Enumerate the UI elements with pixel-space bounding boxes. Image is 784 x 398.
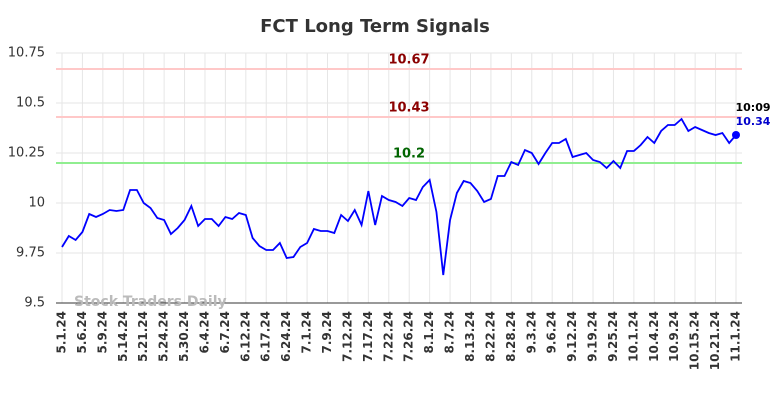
x-tick-label: 5.14.24: [116, 311, 130, 362]
x-tick-label: 6.24.24: [279, 311, 293, 362]
x-tick-label: 7.26.24: [402, 311, 416, 362]
x-tick-label: 6.12.24: [238, 311, 252, 362]
y-tick-label: 9.75: [16, 246, 45, 261]
x-tick-label: 7.9.24: [320, 311, 334, 354]
x-tick-label: 8.1.24: [422, 311, 436, 354]
x-tick-label: 5.21.24: [136, 311, 150, 362]
y-tick-label: 10.75: [8, 46, 45, 61]
reference-label: 10.67: [388, 53, 429, 68]
x-tick-label: 7.17.24: [361, 311, 375, 362]
y-tick-label: 9.5: [24, 296, 45, 311]
last-time: 10:09: [735, 101, 770, 114]
x-tick-label: 8.7.24: [443, 311, 457, 354]
last-value: 10.34: [736, 115, 771, 128]
x-tick-label: 5.1.24: [55, 311, 69, 354]
x-tick-label: 5.9.24: [95, 311, 109, 354]
watermark: Stock Traders Daily: [74, 294, 227, 310]
y-tick-label: 10.25: [8, 146, 45, 161]
x-tick-label: 9.19.24: [586, 311, 600, 362]
x-tick-label: 7.12.24: [340, 311, 354, 362]
x-tick-label: 5.30.24: [177, 311, 191, 362]
x-tick-label: 7.22.24: [381, 311, 395, 362]
chart-title: FCT Long Term Signals: [260, 16, 490, 37]
reference-label: 10.43: [388, 101, 429, 116]
x-tick-label: 6.4.24: [197, 311, 211, 354]
x-tick-label: 11.1.24: [729, 311, 743, 362]
x-tick-label: 8.13.24: [463, 311, 477, 362]
x-tick-label: 8.22.24: [483, 311, 497, 362]
x-tick-label: 10.4.24: [647, 311, 661, 362]
reference-label: 10.2: [393, 147, 425, 162]
x-tick-label: 8.28.24: [504, 311, 518, 362]
x-tick-label: 7.1.24: [300, 311, 314, 354]
x-tick-label: 9.25.24: [606, 311, 620, 362]
y-tick-label: 10: [28, 196, 45, 211]
x-tick-label: 5.24.24: [157, 311, 171, 362]
x-tick-label: 9.6.24: [545, 311, 559, 354]
x-tick-label: 10.9.24: [667, 311, 681, 362]
x-tick-label: 10.1.24: [626, 311, 640, 362]
price-line: [61, 117, 737, 276]
x-tick-label: 6.17.24: [259, 311, 273, 362]
x-tick-label: 10.21.24: [708, 311, 722, 370]
y-tick-label: 10.5: [16, 96, 45, 111]
x-tick-label: 9.3.24: [524, 311, 538, 354]
x-tick-label: 9.12.24: [565, 311, 579, 362]
x-tick-label: 10.15.24: [688, 311, 702, 370]
x-tick-label: 6.7.24: [218, 311, 232, 354]
x-tick-label: 5.6.24: [75, 311, 89, 354]
last-point: [732, 131, 740, 139]
